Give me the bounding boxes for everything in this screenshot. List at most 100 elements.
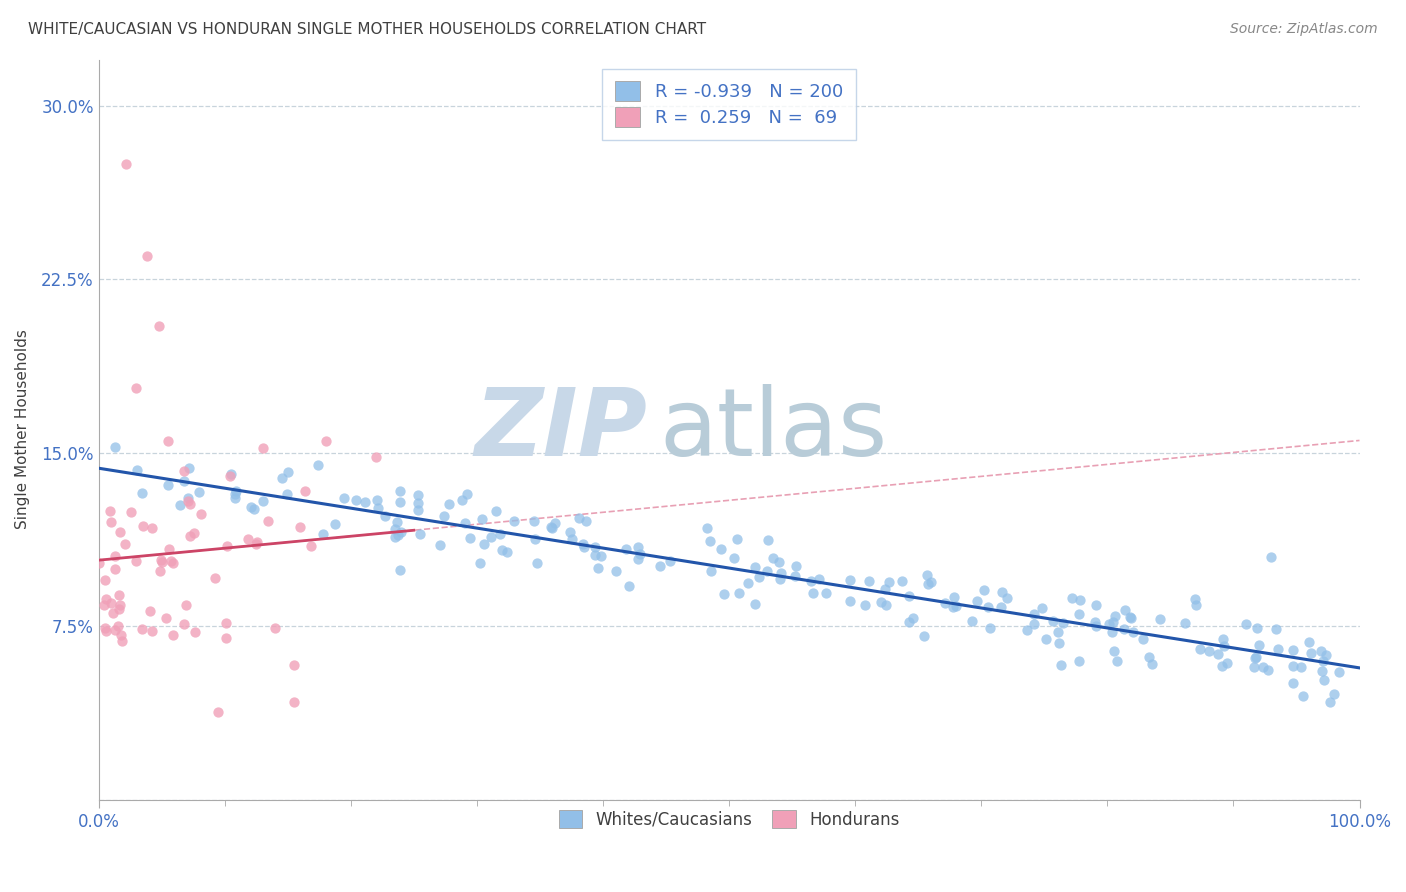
Point	[204, 571, 226, 585]
Point	[162, 628, 184, 642]
Point	[1282, 676, 1305, 690]
Point	[1067, 654, 1090, 668]
Point	[271, 471, 294, 485]
Point	[898, 589, 921, 603]
Point	[1281, 659, 1303, 673]
Point	[173, 474, 195, 488]
Text: ZIP: ZIP	[474, 384, 647, 475]
Point	[148, 318, 170, 333]
Point	[173, 616, 195, 631]
Point	[1329, 665, 1351, 679]
Point	[1184, 591, 1206, 606]
Point	[104, 623, 127, 637]
Point	[1253, 660, 1275, 674]
Point	[990, 585, 1012, 599]
Point	[540, 521, 562, 535]
Point	[454, 516, 477, 530]
Point	[838, 594, 860, 608]
Point	[1246, 621, 1268, 635]
Point	[1246, 649, 1268, 664]
Point	[387, 515, 409, 529]
Point	[990, 599, 1012, 614]
Point	[659, 554, 682, 568]
Point	[141, 624, 163, 638]
Point	[1291, 660, 1313, 674]
Point	[1024, 617, 1046, 632]
Point	[481, 530, 503, 544]
Point	[104, 549, 127, 564]
Point	[853, 598, 876, 612]
Point	[1149, 611, 1171, 625]
Point	[1264, 622, 1286, 636]
Point	[87, 557, 110, 571]
Point	[107, 619, 129, 633]
Point	[1060, 591, 1083, 606]
Point	[744, 597, 766, 611]
Point	[586, 561, 609, 575]
Point	[572, 537, 595, 551]
Point	[366, 493, 388, 508]
Point	[523, 514, 546, 528]
Point	[770, 566, 793, 581]
Point	[710, 541, 733, 556]
Point	[471, 512, 494, 526]
Point	[1137, 649, 1160, 664]
Point	[169, 498, 191, 512]
Point	[875, 598, 897, 612]
Point	[98, 504, 121, 518]
Point	[389, 563, 412, 577]
Point	[179, 497, 201, 511]
Point	[979, 622, 1001, 636]
Point	[221, 467, 243, 481]
Point	[1022, 607, 1045, 621]
Point	[1299, 646, 1322, 660]
Point	[1119, 611, 1142, 625]
Point	[1035, 632, 1057, 646]
Point	[108, 602, 131, 616]
Point	[433, 508, 456, 523]
Point	[1244, 651, 1267, 665]
Point	[489, 527, 512, 541]
Y-axis label: Single Mother Households: Single Mother Households	[15, 330, 30, 530]
Point	[224, 486, 246, 500]
Point	[149, 564, 172, 578]
Point	[1015, 624, 1038, 638]
Point	[1282, 643, 1305, 657]
Point	[1052, 615, 1074, 630]
Point	[1102, 615, 1125, 629]
Point	[470, 556, 492, 570]
Point	[605, 564, 627, 578]
Point	[1212, 639, 1234, 653]
Point	[219, 469, 242, 483]
Point	[696, 521, 718, 535]
Point	[364, 450, 387, 465]
Point	[870, 595, 893, 609]
Point	[384, 530, 406, 544]
Point	[408, 488, 430, 502]
Point	[966, 594, 988, 608]
Point	[737, 576, 759, 591]
Point	[190, 508, 212, 522]
Point	[699, 533, 721, 548]
Point	[1101, 625, 1123, 640]
Point	[1104, 644, 1126, 658]
Point	[1216, 656, 1239, 670]
Point	[176, 491, 198, 505]
Point	[945, 599, 967, 614]
Point	[257, 514, 280, 528]
Point	[725, 532, 748, 546]
Point	[1132, 632, 1154, 647]
Point	[131, 622, 153, 636]
Point	[1084, 615, 1107, 629]
Point	[312, 527, 335, 541]
Point	[524, 532, 547, 546]
Point	[176, 598, 198, 612]
Point	[1104, 609, 1126, 624]
Point	[768, 556, 790, 570]
Point	[1098, 617, 1121, 632]
Point	[858, 574, 880, 588]
Point	[897, 615, 920, 630]
Point	[627, 552, 650, 566]
Point	[723, 551, 745, 566]
Point	[748, 570, 770, 584]
